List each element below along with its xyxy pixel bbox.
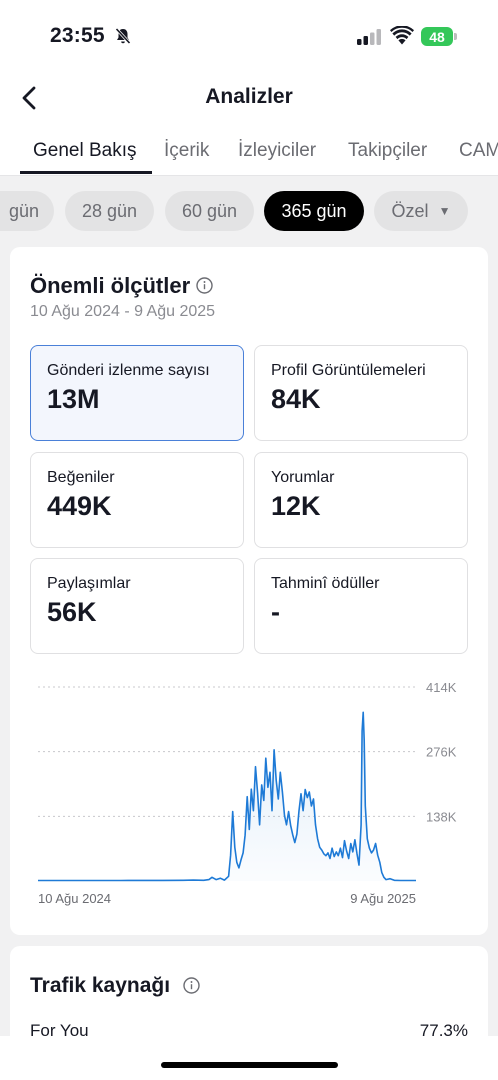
status-time: 23:55	[50, 24, 105, 47]
metric-value: 12K	[271, 491, 321, 521]
metric-value: 449K	[47, 491, 112, 521]
tab-cam[interactable]: CAM	[459, 140, 498, 161]
range-chip-28-days[interactable]: 28 gün	[65, 191, 154, 231]
metric-tile-shares[interactable]: Paylaşımlar 56K	[30, 558, 244, 654]
metric-tile-estimated-rewards[interactable]: Tahminî ödüller -	[254, 558, 468, 654]
traffic-source-label: For You	[30, 1021, 89, 1040]
cellular-signal-icon	[357, 28, 383, 50]
traffic-source-value: 77.3%	[419, 1021, 468, 1040]
metric-tile-comments[interactable]: Yorumlar 12K	[254, 452, 468, 548]
metric-tile-likes[interactable]: Beğeniler 449K	[30, 452, 244, 548]
tab-content[interactable]: İçerik	[164, 140, 210, 161]
range-chip-7-days[interactable]: gün	[0, 191, 54, 231]
chart-series-line	[38, 711, 416, 882]
key-metrics-title: Önemli ölçütler	[30, 273, 191, 298]
range-chip-label: 60 gün	[181, 200, 238, 221]
metric-value: 56K	[47, 597, 97, 627]
y-tick-label: 276K	[426, 745, 457, 760]
metric-value: 13M	[47, 384, 100, 414]
home-indicator[interactable]	[161, 1062, 338, 1068]
nav-header: Analizler	[0, 74, 498, 128]
key-metrics-card: Önemli ölçütler 10 Ağu 2024 - 9 Ağu 2025…	[10, 247, 488, 935]
metric-tile-post-views[interactable]: Gönderi izlenme sayısı 13M	[30, 345, 244, 441]
caret-down-icon: ▼	[438, 204, 451, 218]
metric-value: -	[271, 597, 280, 627]
chart-area-fill	[38, 712, 416, 881]
active-tab-indicator	[20, 171, 152, 174]
post-views-chart[interactable]: 414K 276K 138K 10 Ağu 2024 9 Ağu 2025	[10, 667, 488, 917]
metric-label: Profil Görüntülemeleri	[271, 362, 426, 379]
page-title: Analizler	[205, 85, 293, 108]
chevron-left-icon	[22, 86, 36, 110]
tab-bar: Genel Bakış İçerik İzleyiciler Takipçile…	[0, 128, 498, 176]
tab-followers[interactable]: Takipçiler	[348, 140, 428, 161]
metric-label: Yorumlar	[271, 469, 335, 486]
x-tick-label-start: 10 Ağu 2024	[38, 891, 111, 906]
tab-viewers[interactable]: İzleyiciler	[238, 140, 317, 161]
metric-label: Gönderi izlenme sayısı	[47, 362, 210, 379]
date-range-selector: gün 28 gün 60 gün 365 gün Özel ▼	[0, 176, 498, 246]
range-chip-custom[interactable]: Özel ▼	[374, 191, 468, 231]
home-bar	[0, 1036, 498, 1080]
metric-label: Tahminî ödüller	[271, 575, 380, 592]
tab-overview[interactable]: Genel Bakış	[33, 140, 137, 161]
x-tick-label-end: 9 Ağu 2025	[350, 891, 416, 906]
range-chip-label: gün	[8, 200, 39, 221]
metric-tile-profile-views[interactable]: Profil Görüntülemeleri 84K	[254, 345, 468, 441]
battery-icon: 48	[421, 27, 457, 46]
range-chip-60-days[interactable]: 60 gün	[165, 191, 254, 231]
range-chip-label: Özel	[391, 200, 429, 221]
metric-label: Paylaşımlar	[47, 575, 131, 592]
wifi-icon	[390, 25, 414, 50]
y-tick-label: 414K	[426, 680, 457, 695]
y-tick-label: 138K	[426, 809, 457, 824]
status-bar: 23:55 48	[0, 0, 498, 74]
range-chip-365-days[interactable]: 365 gün	[264, 191, 364, 231]
date-range-text: 10 Ağu 2024 - 9 Ağu 2025	[30, 303, 216, 320]
bell-slash-icon	[114, 27, 132, 50]
back-button[interactable]	[14, 82, 46, 114]
traffic-source-title: Trafik kaynağı	[30, 974, 171, 997]
info-circle-icon[interactable]	[196, 277, 213, 299]
metric-value: 84K	[271, 384, 321, 414]
range-chip-label: 28 gün	[81, 200, 138, 221]
battery-level: 48	[421, 27, 453, 46]
metric-label: Beğeniler	[47, 469, 115, 486]
info-circle-icon[interactable]	[183, 977, 200, 999]
range-chip-label: 365 gün	[281, 200, 347, 221]
